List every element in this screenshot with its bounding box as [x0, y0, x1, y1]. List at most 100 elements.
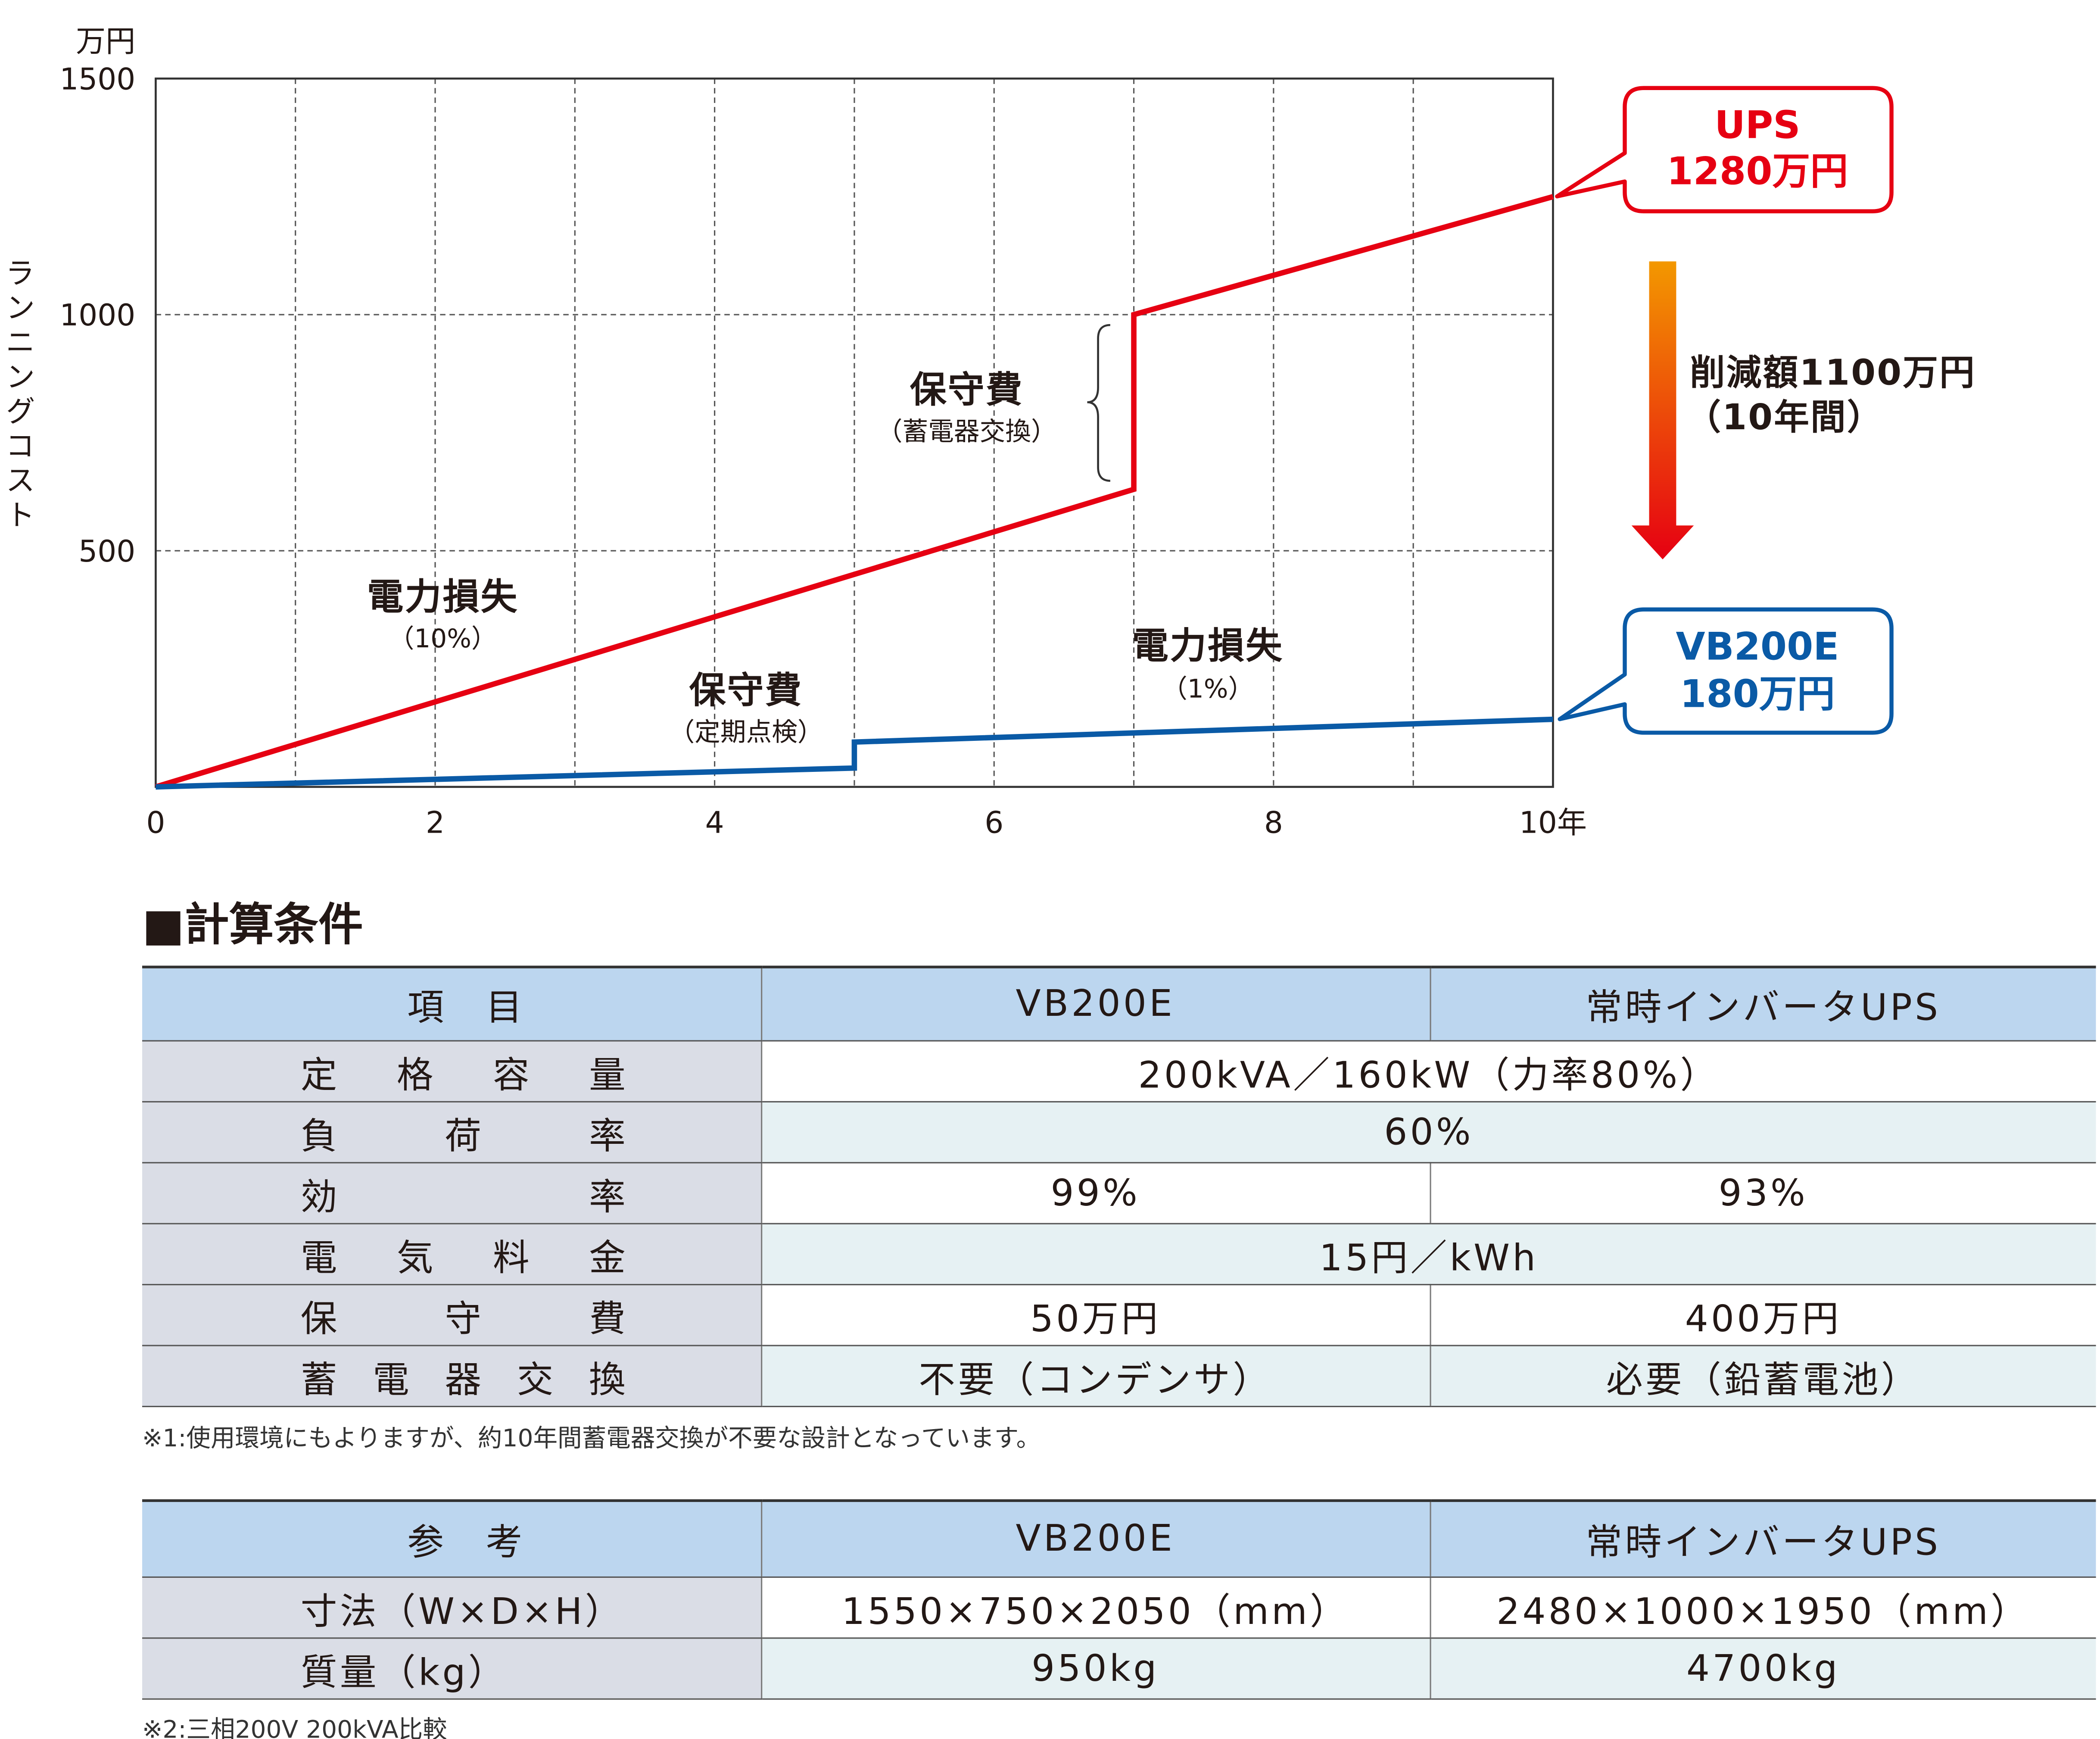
label-char: 率: [589, 1176, 626, 1218]
plot-frame: [155, 77, 1554, 788]
callout-vb200e-label: VB200E: [1676, 624, 1839, 668]
x-tick-label: 4: [705, 806, 724, 840]
reduction-arrow-icon: [1631, 261, 1694, 559]
row-label-cell: 電気料金: [142, 1224, 761, 1286]
row-label: 負荷率: [301, 1106, 626, 1159]
annotation-vb-power-loss: 電力損失: [1132, 624, 1284, 667]
reference-table: 参 考 VB200E 常時インバータUPS 寸法（W×D×H） 1550×750…: [142, 1499, 2096, 1700]
row-label-cell: 蓄電器交換: [142, 1346, 761, 1408]
series-line-ups: [155, 194, 1554, 790]
y-tick-label: 1000: [59, 298, 135, 333]
label-char: 金: [589, 1237, 626, 1280]
row-value-vb200e: 50万円: [760, 1284, 1430, 1346]
axis-ticks: 0 2 4 6 8 10年 500 1000 1500: [59, 62, 1587, 840]
row-label: 寸法（W×D×H）: [142, 1577, 761, 1639]
row-value-vb200e: 1550×750×2050（mm）: [760, 1577, 1430, 1639]
section-title: ■計算条件: [142, 898, 363, 951]
x-tick-label: 10年: [1519, 806, 1587, 840]
callout-vb200e-box: [1558, 607, 1894, 735]
maintenance-brace: [1087, 324, 1110, 482]
header-ups: 常時インバータUPS: [1429, 965, 2096, 1042]
label-char: 気: [396, 1237, 433, 1280]
header-ups: 常時インバータUPS: [1429, 1499, 2096, 1578]
row-value-ups: 93%: [1429, 1162, 2096, 1224]
table-row: 電 気 料 金 15円／kWh: [142, 1224, 2096, 1286]
footnote-1: ※1:使用環境にもよりますが、約10年間蓄電器交換が不要な設計となっています。: [142, 1424, 1041, 1453]
row-label-cell: 保守費: [142, 1284, 761, 1346]
row-label: 定格容量: [301, 1045, 626, 1098]
x-tick-label: 8: [1264, 806, 1283, 840]
label-char: 量: [589, 1054, 626, 1096]
table-header-row: 項 目 VB200E 常時インバータUPS: [142, 965, 2096, 1042]
label-char: 費: [589, 1298, 626, 1340]
table-row: 質量（kg） 950kg 4700kg: [142, 1638, 2096, 1700]
label-char: 換: [589, 1359, 626, 1401]
row-value-ups: 4700kg: [1429, 1638, 2096, 1700]
annotation-ups-power-loss: 電力損失: [367, 576, 519, 618]
label-char: 定: [300, 1054, 337, 1096]
label-char: 器: [445, 1359, 482, 1401]
series-line-vb200e: [156, 716, 1553, 790]
row-value-ups: 2480×1000×1950（mm）: [1429, 1577, 2096, 1639]
grid: [156, 78, 1553, 787]
table-row: 効率 99% 93%: [142, 1162, 2096, 1224]
label-char: 格: [396, 1054, 433, 1096]
label-char: 守: [445, 1298, 482, 1340]
reduction-period: （10年間）: [1686, 397, 1883, 438]
conditions-table: 項 目 VB200E 常時インバータUPS 定 格 容 量 200kVA／160kW（…: [142, 965, 2096, 1408]
callout-ups-box: [1555, 86, 1894, 213]
annotation-vb-power-loss-rate: （1%）: [1162, 674, 1254, 704]
row-value-vb200e: 99%: [760, 1162, 1430, 1224]
annotation-ups-maintenance: 保守費: [910, 368, 1024, 411]
x-tick-label: 2: [426, 806, 445, 840]
table-row: 蓄電器交換 不要（コンデンサ） 必要（鉛蓄電池）: [142, 1346, 2096, 1408]
label-char: 荷: [445, 1115, 482, 1158]
row-label: 質量（kg）: [142, 1638, 761, 1700]
row-label: 蓄電器交換: [301, 1350, 626, 1403]
row-label: 保守費: [301, 1289, 626, 1342]
y-unit-label: 万円: [76, 24, 135, 59]
y-tick-label: 1500: [59, 62, 135, 97]
x-tick-label: 0: [146, 806, 165, 840]
reduction-label: 削減額1100万円: [1690, 352, 1976, 393]
header-vb200e: VB200E: [760, 1499, 1430, 1578]
table-row: 保 守 費 50万円 400万円: [142, 1284, 2096, 1346]
callout-ups-label: UPS: [1714, 103, 1800, 147]
series-lines: [155, 194, 1554, 790]
row-value-vb200e: 不要（コンデンサ）: [760, 1346, 1430, 1408]
callout-ups-value: 1280万円: [1667, 149, 1848, 193]
label-char: 電: [372, 1359, 409, 1401]
label-char: 容: [492, 1054, 530, 1096]
annotation-ups-maintenance-note: （蓄電器交換）: [877, 417, 1057, 446]
label-char: 蓄: [300, 1359, 337, 1401]
row-value-common: 15円／kWh: [760, 1224, 2096, 1286]
row-value-ups: 必要（鉛蓄電池）: [1429, 1346, 2096, 1408]
row-label: 電気料金: [301, 1228, 626, 1281]
row-label: 効率: [301, 1167, 626, 1220]
label-char: 交: [517, 1359, 554, 1401]
table-row: 負 荷 率 60%: [142, 1102, 2096, 1164]
table-row: 定 格 容 量 200kVA／160kW（力率80%）: [142, 1041, 2096, 1102]
y-tick-label: 500: [78, 534, 135, 569]
row-value-ups: 400万円: [1429, 1284, 2096, 1346]
row-label-cell: 負荷率: [142, 1102, 761, 1164]
table-row: 寸法（W×D×H） 1550×750×2050（mm） 2480×1000×19…: [142, 1577, 2096, 1639]
header-vb200e: VB200E: [760, 965, 1430, 1042]
annotation-vb-maintenance: 保守費: [689, 669, 803, 712]
annotation-ups-power-loss-rate: （10%）: [389, 624, 497, 654]
row-value-common: 60%: [760, 1102, 2096, 1164]
label-char: 電: [300, 1237, 337, 1280]
row-label-cell: 効率: [142, 1162, 761, 1224]
x-tick-label: 6: [985, 806, 1003, 840]
header-reference: 参 考: [142, 1499, 761, 1578]
label-char: 保: [300, 1298, 337, 1340]
row-value-common: 200kVA／160kW（力率80%）: [760, 1041, 2096, 1102]
label-char: 料: [492, 1237, 530, 1280]
header-item: 項 目: [142, 965, 761, 1042]
row-value-vb200e: 950kg: [760, 1638, 1430, 1700]
callout-vb200e-value: 180万円: [1680, 671, 1835, 716]
table-header-row: 参 考 VB200E 常時インバータUPS: [142, 1499, 2096, 1578]
footnote-2: ※2:三相200V 200kVA比較: [142, 1716, 447, 1739]
label-char: 負: [300, 1115, 337, 1158]
